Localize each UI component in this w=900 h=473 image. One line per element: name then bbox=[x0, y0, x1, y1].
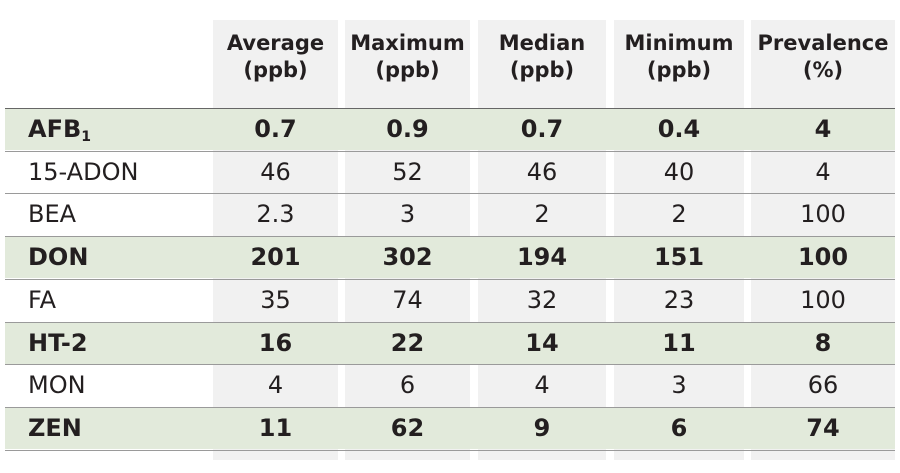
header-unit: (ppb) bbox=[243, 58, 308, 82]
cell-value: 6 bbox=[670, 413, 688, 442]
cell-value: 0.9 bbox=[386, 115, 429, 143]
row-divider bbox=[5, 108, 895, 109]
header-name: Minimum bbox=[624, 31, 734, 55]
row-background bbox=[5, 321, 895, 364]
cell-value: 52 bbox=[392, 157, 423, 186]
cell-value: 62 bbox=[390, 413, 425, 442]
cell-value: 46 bbox=[526, 157, 558, 186]
cell-value: 2 bbox=[671, 200, 687, 229]
label-subscript: 1 bbox=[81, 129, 92, 145]
column-header: Prevalence (%) bbox=[751, 30, 895, 84]
label-text: BEA bbox=[28, 200, 77, 229]
header-unit: (%) bbox=[802, 58, 844, 82]
row-divider bbox=[5, 406, 895, 408]
row-label: HT-2 bbox=[28, 322, 88, 364]
row-label: DON bbox=[28, 236, 88, 278]
cell-value: 46 bbox=[260, 157, 291, 186]
cell-value: 16 bbox=[258, 328, 293, 357]
label-text: MON bbox=[28, 371, 86, 400]
label-text: ZEN bbox=[28, 413, 82, 442]
cell-value: 23 bbox=[663, 285, 695, 314]
cell-value: 100 bbox=[800, 200, 846, 229]
header-name: Maximum bbox=[350, 31, 465, 55]
cell-value: 201 bbox=[250, 243, 301, 272]
header-unit: (ppb) bbox=[509, 58, 575, 82]
cell-value: 40 bbox=[663, 157, 695, 186]
row-background bbox=[5, 406, 895, 449]
header-name: Prevalence bbox=[757, 31, 889, 55]
row-label: FA bbox=[28, 279, 56, 321]
column-header: Average (ppb) bbox=[213, 30, 338, 84]
row-background bbox=[5, 236, 895, 279]
cell-value: 194 bbox=[516, 243, 568, 272]
cell-value: 4 bbox=[814, 115, 832, 143]
cell-value: 11 bbox=[662, 328, 696, 357]
header-name: Median bbox=[498, 31, 586, 55]
cell-value: 151 bbox=[653, 243, 705, 272]
column-header: Median (ppb) bbox=[478, 30, 606, 84]
row-divider bbox=[5, 278, 895, 280]
cell-value: 9 bbox=[533, 413, 551, 442]
label-text: FA bbox=[28, 285, 57, 314]
row-label: AFB1 bbox=[28, 108, 91, 150]
column-header: Minimum (ppb) bbox=[614, 30, 744, 84]
row-divider bbox=[5, 150, 895, 152]
row-background bbox=[5, 108, 895, 150]
cell-value: 2 bbox=[534, 200, 550, 229]
cell-value: 74 bbox=[806, 413, 840, 442]
row-label: MON bbox=[28, 364, 86, 406]
cell-value: 6 bbox=[399, 371, 416, 400]
cell-value: 35 bbox=[260, 285, 291, 314]
cell-value: 74 bbox=[392, 285, 423, 314]
row-label: 15-ADON bbox=[28, 151, 138, 193]
row-divider bbox=[5, 364, 895, 366]
label-text: HT-2 bbox=[28, 328, 88, 357]
label-text: AFB bbox=[28, 115, 82, 143]
cell-value: 11 bbox=[258, 413, 293, 442]
cell-value: 100 bbox=[800, 285, 846, 314]
row-label: BEA bbox=[28, 193, 76, 235]
row-divider bbox=[5, 449, 895, 451]
cell-value: 14 bbox=[525, 328, 559, 357]
cell-value: 3 bbox=[399, 200, 416, 229]
cell-value: 8 bbox=[814, 328, 832, 357]
row-label: ZEN bbox=[28, 407, 82, 449]
label-text: DON bbox=[28, 243, 89, 272]
cell-value: 4 bbox=[267, 371, 284, 400]
header-unit: (ppb) bbox=[646, 58, 712, 82]
label-text: 15-ADON bbox=[28, 157, 139, 186]
header-unit: (ppb) bbox=[375, 58, 440, 82]
cell-value: 4 bbox=[815, 157, 831, 186]
cell-value: 0.7 bbox=[254, 115, 297, 143]
cell-value: 32 bbox=[526, 285, 558, 314]
cell-value: 2.3 bbox=[256, 200, 295, 229]
cell-value: 22 bbox=[390, 328, 425, 357]
cell-value: 302 bbox=[382, 243, 433, 272]
cell-value: 4 bbox=[534, 371, 550, 400]
column-header: Maximum (ppb) bbox=[345, 30, 470, 84]
cell-value: 3 bbox=[671, 371, 687, 400]
cell-value: 66 bbox=[807, 371, 839, 400]
row-divider bbox=[5, 236, 895, 238]
cell-value: 0.4 bbox=[657, 115, 701, 143]
row-divider bbox=[5, 321, 895, 323]
cell-value: 100 bbox=[797, 243, 849, 272]
header-name: Average bbox=[226, 31, 325, 55]
cell-value: 0.7 bbox=[520, 115, 564, 143]
row-divider bbox=[5, 193, 895, 195]
